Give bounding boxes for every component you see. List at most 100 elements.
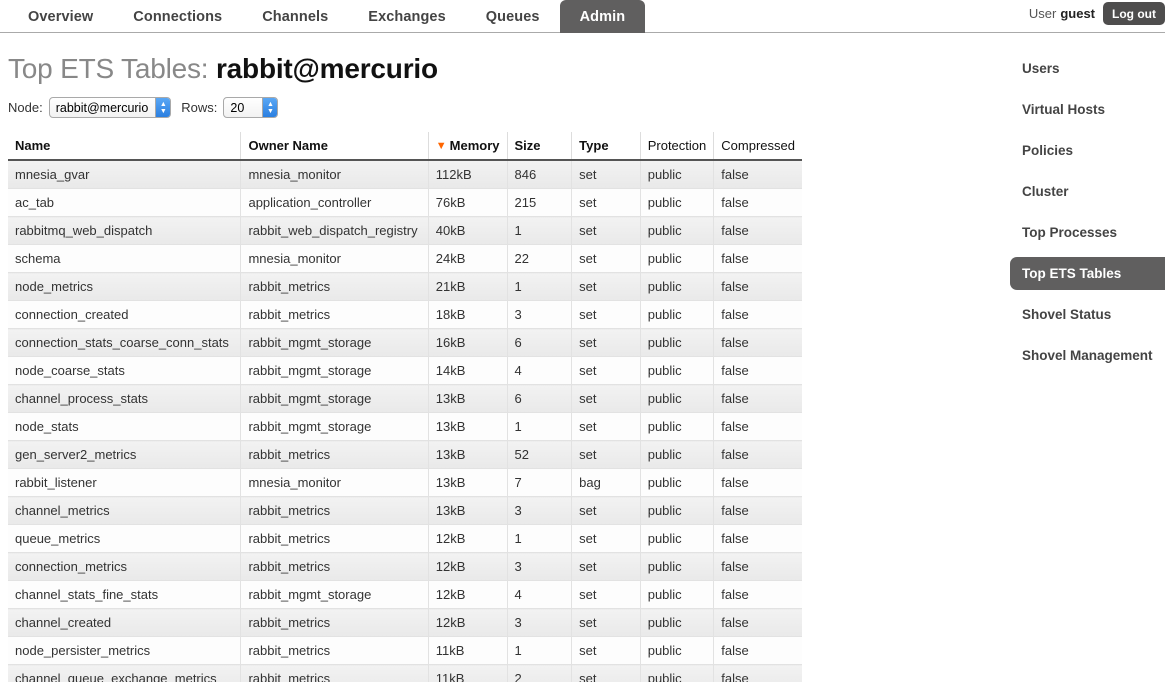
cell-memory: 13kB	[428, 384, 508, 413]
top-navigation-bar: Overview Connections Channels Exchanges Queu…	[0, 0, 1165, 33]
node-select[interactable]: rabbit@mercurio ▲ ▼	[48, 97, 172, 118]
cell-memory: 12kB	[428, 524, 508, 553]
column-header-type[interactable]: Type	[571, 132, 641, 161]
rows-select[interactable]: 20 ▲ ▼	[223, 97, 279, 118]
column-header-label: Compressed	[721, 138, 795, 153]
cell-owner: rabbit_metrics	[240, 496, 429, 525]
cell-memory: 12kB	[428, 580, 508, 609]
cell-owner: mnesia_monitor	[240, 468, 429, 497]
table-header-row: Name Owner Name ▼ Memory Size Type Protection C…	[8, 132, 802, 161]
table-row[interactable]: connection_stats_coarse_conn_stats rabbit…	[8, 328, 802, 357]
sidebar-item-top-processes[interactable]: Top Processes	[1022, 225, 1118, 240]
table-row[interactable]: node_coarse_stats rabbit_mgmt_storage 14kB…	[8, 356, 802, 385]
table-body: mnesia_gvar mnesia_monitor 112kB 846 set publ…	[8, 160, 802, 682]
sidebar-item-virtual-hosts[interactable]: Virtual Hosts	[1022, 102, 1106, 117]
cell-owner: rabbit_web_dispatch_registry	[240, 216, 429, 245]
cell-compressed: false	[713, 244, 802, 273]
cell-size: 4	[507, 356, 573, 385]
tab-queues[interactable]: Queues	[485, 8, 540, 25]
sidebar-item-shovel-management[interactable]: Shovel Management	[1022, 348, 1153, 363]
table-row[interactable]: rabbit_listener mnesia_monitor 13kB 7 bag pub…	[8, 468, 802, 497]
column-header-owner-name[interactable]: Owner Name	[240, 132, 429, 161]
cell-size: 1	[507, 412, 573, 441]
column-header-name[interactable]: Name	[8, 132, 242, 161]
cell-name: node_stats	[8, 412, 242, 441]
table-row[interactable]: channel_created rabbit_metrics 12kB 3 set pub…	[8, 608, 802, 637]
tab-admin[interactable]: Admin	[559, 0, 646, 33]
table-row[interactable]: mnesia_gvar mnesia_monitor 112kB 846 set publ…	[8, 160, 802, 189]
sidebar-item-users[interactable]: Users	[1022, 61, 1060, 76]
cell-owner: rabbit_mgmt_storage	[240, 580, 429, 609]
cell-protection: public	[640, 160, 715, 189]
cell-memory: 12kB	[428, 552, 508, 581]
cell-name: ac_tab	[8, 188, 242, 217]
table-row[interactable]: schema mnesia_monitor 24kB 22 set public false	[8, 244, 802, 273]
cell-compressed: false	[713, 468, 802, 497]
column-header-memory[interactable]: ▼ Memory	[428, 132, 508, 161]
column-header-protection[interactable]: Protection	[640, 132, 715, 161]
cell-type: set	[571, 496, 641, 525]
cell-owner: rabbit_metrics	[240, 636, 429, 665]
sidebar-item-shovel-status[interactable]: Shovel Status	[1022, 307, 1112, 322]
column-header-compressed[interactable]: Compressed	[713, 132, 802, 161]
table-row[interactable]: connection_metrics rabbit_metrics 12kB 3 set…	[8, 552, 802, 581]
cell-size: 2	[507, 664, 573, 682]
cell-memory: 13kB	[428, 496, 508, 525]
tab-exchanges[interactable]: Exchanges	[368, 8, 446, 25]
cell-size: 1	[507, 524, 573, 553]
cell-type: set	[571, 580, 641, 609]
tab-connections[interactable]: Connections	[133, 8, 223, 25]
cell-protection: public	[640, 440, 715, 469]
user-label: User	[1028, 6, 1057, 21]
cell-protection: public	[640, 328, 715, 357]
cell-type: set	[571, 300, 641, 329]
table-header: Name Owner Name ▼ Memory Size Type Protection C…	[8, 132, 802, 161]
column-header-label: Protection	[647, 138, 707, 153]
logout-button[interactable]: Log out	[1103, 2, 1165, 25]
cell-owner: mnesia_monitor	[240, 244, 429, 273]
table-row[interactable]: connection_created rabbit_metrics 18kB 3 set…	[8, 300, 802, 329]
cell-size: 846	[507, 160, 573, 189]
node-select-stepper-icon[interactable]: ▲ ▼	[155, 98, 171, 117]
table-row[interactable]: ac_tab application_controller 76kB 215 set pu…	[8, 188, 802, 217]
cell-memory: 11kB	[428, 636, 508, 665]
column-header-size[interactable]: Size	[507, 132, 573, 161]
tab-channels[interactable]: Channels	[262, 8, 329, 25]
chevron-up-icon: ▲	[159, 100, 167, 108]
cell-memory: 12kB	[428, 608, 508, 637]
tab-overview[interactable]: Overview	[28, 8, 94, 25]
table-row[interactable]: rabbitmq_web_dispatch rabbit_web_dispatch…	[8, 216, 802, 245]
cell-name: rabbitmq_web_dispatch	[8, 216, 242, 245]
cell-owner: rabbit_metrics	[240, 524, 429, 553]
cell-name: connection_created	[8, 300, 242, 329]
table-row[interactable]: channel_process_stats rabbit_mgmt_storage…	[8, 384, 802, 413]
table-row[interactable]: gen_server2_metrics rabbit_metrics 13kB 52 s…	[8, 440, 802, 469]
user-name: guest	[1060, 6, 1096, 21]
table-row[interactable]: channel_queue_exchange_metrics rabbit_met…	[8, 664, 802, 682]
cell-owner: rabbit_metrics	[240, 300, 429, 329]
page-title: Top ETS Tables: rabbit@mercurio	[8, 53, 1165, 85]
table-row[interactable]: node_stats rabbit_mgmt_storage 13kB 1 set pub…	[8, 412, 802, 441]
cell-compressed: false	[713, 216, 802, 245]
table-row[interactable]: channel_metrics rabbit_metrics 13kB 3 set pub…	[8, 496, 802, 525]
sidebar-item-top-ets-tables[interactable]: Top ETS Tables	[1010, 257, 1165, 290]
table-row[interactable]: node_persister_metrics rabbit_metrics 11kB…	[8, 636, 802, 665]
cell-protection: public	[640, 188, 715, 217]
cell-owner: rabbit_metrics	[240, 440, 429, 469]
rows-select-stepper-icon[interactable]: ▲ ▼	[262, 98, 278, 117]
table-row[interactable]: queue_metrics rabbit_metrics 12kB 1 set publi…	[8, 524, 802, 553]
table-row[interactable]: channel_stats_fine_stats rabbit_mgmt_stor…	[8, 580, 802, 609]
cell-type: set	[571, 216, 641, 245]
column-header-label: Type	[579, 138, 609, 153]
sidebar-item-cluster[interactable]: Cluster	[1022, 184, 1069, 199]
page-title-prefix: Top ETS Tables:	[8, 53, 209, 84]
cell-memory: 14kB	[428, 356, 508, 385]
cell-type: set	[571, 328, 641, 357]
cell-type: set	[571, 160, 641, 189]
table-row[interactable]: node_metrics rabbit_metrics 21kB 1 set public…	[8, 272, 802, 301]
cell-protection: public	[640, 636, 715, 665]
cell-type: set	[571, 412, 641, 441]
cell-compressed: false	[713, 160, 802, 189]
sidebar-item-policies[interactable]: Policies	[1022, 143, 1074, 158]
cell-memory: 11kB	[428, 664, 508, 682]
